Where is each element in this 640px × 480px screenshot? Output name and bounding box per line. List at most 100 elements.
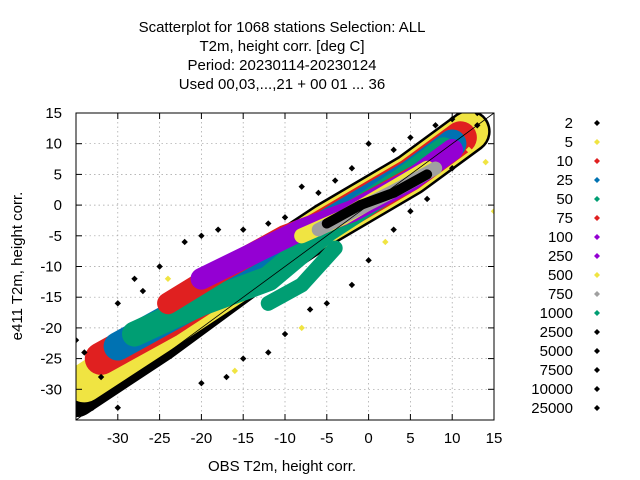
data-point <box>231 367 239 375</box>
density-band-1000 <box>260 240 343 311</box>
x-tick-label: 0 <box>364 430 372 447</box>
data-point <box>131 275 138 282</box>
data-point <box>81 349 88 356</box>
data-point <box>198 379 205 387</box>
data-point <box>407 208 414 215</box>
legend-label: 25 <box>556 172 573 189</box>
x-tick-label: -15 <box>232 430 254 447</box>
legend-marker <box>594 253 600 259</box>
data-point <box>331 177 339 184</box>
chart-title: Scatterplot for 1068 stations Selection:… <box>139 19 426 93</box>
y-axis: -30 -25 -20 -15 -10 -5 0 5 10 15 <box>40 105 494 398</box>
data-point <box>181 238 188 246</box>
legend-label: 500 <box>548 267 573 284</box>
legend-label: 5 <box>565 134 573 151</box>
data-point <box>198 232 205 239</box>
data-point <box>265 349 272 356</box>
title-line-3: Period: 20230114-20230124 <box>187 57 376 74</box>
legend-marker <box>594 291 600 297</box>
legend-item: 25000 <box>531 400 600 417</box>
legend-marker <box>594 405 600 411</box>
legend-marker <box>594 329 600 335</box>
legend-marker <box>594 177 600 183</box>
data-point <box>348 165 356 172</box>
data-point <box>164 275 172 282</box>
density-bands <box>76 113 491 418</box>
legend-item: 100 <box>548 229 600 246</box>
legend-marker <box>594 367 600 373</box>
data-point <box>449 115 456 123</box>
x-tick-label: -30 <box>107 430 129 447</box>
legend-item: 5000 <box>540 343 600 360</box>
legend-label: 25000 <box>531 400 573 417</box>
data-point <box>281 330 289 338</box>
data-point <box>298 324 305 332</box>
data-point <box>97 373 105 381</box>
x-tick-label: -10 <box>274 430 296 447</box>
y-tick-label: 5 <box>54 166 62 183</box>
legend-marker <box>594 272 600 278</box>
y-tick-label: -20 <box>40 320 62 337</box>
data-point <box>365 257 372 264</box>
x-axis: -30 -25 -20 -15 -10 -5 0 5 10 15 <box>107 113 502 447</box>
legend-marker <box>594 139 600 145</box>
data-point <box>114 404 121 411</box>
legend-label: 10000 <box>531 381 573 398</box>
data-point <box>214 226 222 233</box>
legend-label: 100 <box>548 229 573 246</box>
data-point <box>114 300 121 307</box>
title-line-1: Scatterplot for 1068 stations Selection:… <box>139 19 426 36</box>
legend-item: 500 <box>548 267 600 284</box>
data-point <box>76 336 80 344</box>
legend-marker <box>594 234 600 240</box>
legend-item: 50 <box>556 191 600 208</box>
legend-item: 5 <box>565 134 600 151</box>
legend-item: 10000 <box>531 381 600 398</box>
legend-item: 7500 <box>540 362 600 379</box>
y-tick-label: -5 <box>49 228 62 245</box>
legend-item: 2500 <box>540 324 600 341</box>
legend-item: 1000 <box>540 305 600 322</box>
data-point <box>490 208 494 215</box>
y-tick-label: -30 <box>40 381 62 398</box>
data-point <box>390 146 397 154</box>
data-point <box>382 238 389 246</box>
legend-label: 75 <box>556 210 573 227</box>
data-point <box>432 122 439 129</box>
legend-label: 2500 <box>540 324 573 341</box>
data-point <box>139 287 147 295</box>
y-tick-label: -15 <box>40 289 62 306</box>
data-point <box>281 214 289 221</box>
data-point <box>474 113 481 117</box>
data-point <box>482 158 489 166</box>
legend-marker <box>594 386 600 392</box>
legend-label: 7500 <box>540 362 573 379</box>
data-point <box>390 226 397 233</box>
legend-marker <box>594 348 600 354</box>
legend-item: 250 <box>548 248 600 265</box>
legend-label: 250 <box>548 248 573 265</box>
x-tick-label: 10 <box>444 430 461 447</box>
legend-item: 2 <box>565 115 600 132</box>
legend-marker <box>594 215 600 221</box>
x-tick-label: 15 <box>486 430 503 447</box>
title-line-2: T2m, height corr. [deg C] <box>199 38 364 55</box>
data-point <box>323 300 330 307</box>
one-to-one-line <box>75 112 495 421</box>
data-point <box>407 134 414 141</box>
legend-label: 50 <box>556 191 573 208</box>
y-tick-label: 15 <box>45 105 62 122</box>
legend: 2510255075100250500750100025005000750010… <box>531 115 600 417</box>
data-point <box>306 306 314 313</box>
legend-item: 25 <box>556 172 600 189</box>
y-tick-label: 0 <box>54 197 62 214</box>
legend-label: 1000 <box>540 305 573 322</box>
y-tick-label: -10 <box>40 259 62 276</box>
y-tick-label: -25 <box>40 351 62 368</box>
data-point <box>156 263 163 270</box>
data-point <box>265 220 272 227</box>
data-point <box>348 281 356 289</box>
legend-item: 75 <box>556 210 600 227</box>
x-tick-label: -20 <box>191 430 213 447</box>
